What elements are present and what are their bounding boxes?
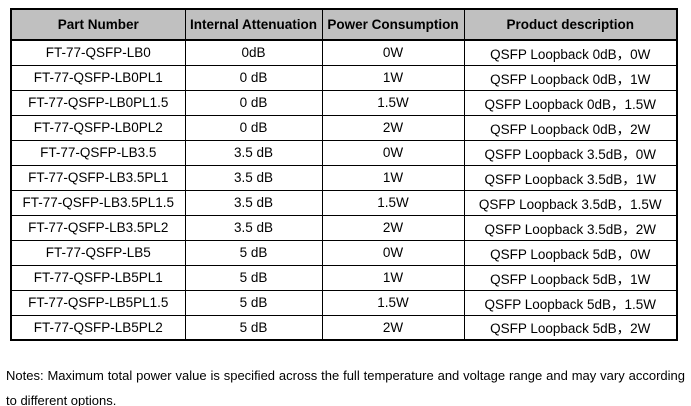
table-cell: 5 dB: [184, 264, 323, 291]
table-row: FT-77-QSFP-LB3.5PL1.5 3.5 dB 1.5W QSFP Loop…: [10, 189, 678, 216]
table-cell: QSFP Loopback 3.5dB，0W: [463, 139, 678, 166]
table-cell: 5 dB: [184, 314, 323, 341]
table-cell: QSFP Loopback 3.5dB，1.5W: [463, 189, 678, 216]
table-cell: 3.5 dB: [184, 139, 323, 166]
table-cell: 1W: [321, 264, 465, 291]
column-header: Internal Attenuation: [184, 8, 323, 41]
table-cell: 0W: [321, 139, 465, 166]
table-cell: 3.5 dB: [184, 164, 323, 191]
table-cell: 0W: [321, 239, 465, 266]
column-header: Product description: [463, 8, 678, 41]
table-cell: FT-77-QSFP-LB0PL2: [10, 114, 186, 141]
table-cell: QSFP Loopback 5dB，2W: [463, 314, 678, 341]
table-row: FT-77-QSFP-LB5 5 dB 0W QSFP Loopback 5dB，0W: [10, 239, 678, 266]
table-cell: 2W: [321, 314, 465, 341]
notes-paragraph: Notes: Maximum total power value is spec…: [6, 368, 685, 406]
table-cell: 2W: [321, 114, 465, 141]
table-cell: 0W: [321, 39, 465, 66]
table-header-row: Part Number Internal Attenuation Power Con…: [10, 8, 678, 41]
spec-table-container: Part Number Internal Attenuation Power Con…: [10, 8, 678, 341]
table-cell: FT-77-QSFP-LB5: [10, 239, 186, 266]
table-cell: 0 dB: [184, 114, 323, 141]
table-cell: FT-77-QSFP-LB5PL1: [10, 264, 186, 291]
table-cell: FT-77-QSFP-LB0PL1.5: [10, 89, 186, 116]
table-cell: 5 dB: [184, 239, 323, 266]
table-cell: FT-77-QSFP-LB3.5PL1: [10, 164, 186, 191]
table-cell: FT-77-QSFP-LB3.5PL2: [10, 214, 186, 241]
table-cell: QSFP Loopback 5dB，1.5W: [463, 289, 678, 316]
column-header: Part Number: [10, 8, 186, 41]
table-row: FT-77-QSFP-LB5PL1.5 5 dB 1.5W QSFP Loopback…: [10, 289, 678, 316]
table-cell: QSFP Loopback 3.5dB，2W: [463, 214, 678, 241]
table-row: FT-77-QSFP-LB5PL2 5 dB 2W QSFP Loopback 5dB…: [10, 314, 678, 341]
table-cell: QSFP Loopback 0dB，0W: [463, 39, 678, 66]
table-cell: 0dB: [184, 39, 323, 66]
table-cell: FT-77-QSFP-LB3.5PL1.5: [10, 189, 186, 216]
table-cell: 0 dB: [184, 89, 323, 116]
table-cell: 3.5 dB: [184, 189, 323, 216]
table-cell: QSFP Loopback 3.5dB，1W: [463, 164, 678, 191]
table-row: FT-77-QSFP-LB3.5PL2 3.5 dB 2W QSFP Loopback…: [10, 214, 678, 241]
table-cell: 1.5W: [321, 289, 465, 316]
table-cell: QSFP Loopback 0dB，2W: [463, 114, 678, 141]
table-row: FT-77-QSFP-LB0PL1.5 0 dB 1.5W QSFP Loopback…: [10, 89, 678, 116]
table-cell: 0 dB: [184, 64, 323, 91]
table-cell: QSFP Loopback 0dB，1W: [463, 64, 678, 91]
table-cell: QSFP Loopback 0dB，1.5W: [463, 89, 678, 116]
table-row: FT-77-QSFP-LB3.5 3.5 dB 0W QSFP Loopback 3.…: [10, 139, 678, 166]
table-cell: FT-77-QSFP-LB5PL1.5: [10, 289, 186, 316]
table-cell: QSFP Loopback 5dB，1W: [463, 264, 678, 291]
table-cell: FT-77-QSFP-LB0: [10, 39, 186, 66]
column-header: Power Consumption: [321, 8, 465, 41]
table-cell: 2W: [321, 214, 465, 241]
table-row: FT-77-QSFP-LB0 0dB 0W QSFP Loopback 0dB，0W: [10, 39, 678, 66]
table-row: FT-77-QSFP-LB3.5PL1 3.5 dB 1W QSFP Loopback…: [10, 164, 678, 191]
table-cell: 5 dB: [184, 289, 323, 316]
table-cell: FT-77-QSFP-LB0PL1: [10, 64, 186, 91]
table-body: FT-77-QSFP-LB0 0dB 0W QSFP Loopback 0dB，0W F…: [10, 39, 678, 341]
table-row: FT-77-QSFP-LB5PL1 5 dB 1W QSFP Loopback 5dB…: [10, 264, 678, 291]
spec-table: Part Number Internal Attenuation Power Con…: [10, 8, 678, 341]
table-cell: 1W: [321, 164, 465, 191]
table-cell: QSFP Loopback 5dB，0W: [463, 239, 678, 266]
table-row: FT-77-QSFP-LB0PL2 0 dB 2W QSFP Loopback 0dB…: [10, 114, 678, 141]
table-cell: 1.5W: [321, 189, 465, 216]
table-cell: FT-77-QSFP-LB3.5: [10, 139, 186, 166]
table-cell: FT-77-QSFP-LB5PL2: [10, 314, 186, 341]
table-cell: 1W: [321, 64, 465, 91]
table-row: FT-77-QSFP-LB0PL1 0 dB 1W QSFP Loopback 0dB…: [10, 64, 678, 91]
table-cell: 1.5W: [321, 89, 465, 116]
table-cell: 3.5 dB: [184, 214, 323, 241]
